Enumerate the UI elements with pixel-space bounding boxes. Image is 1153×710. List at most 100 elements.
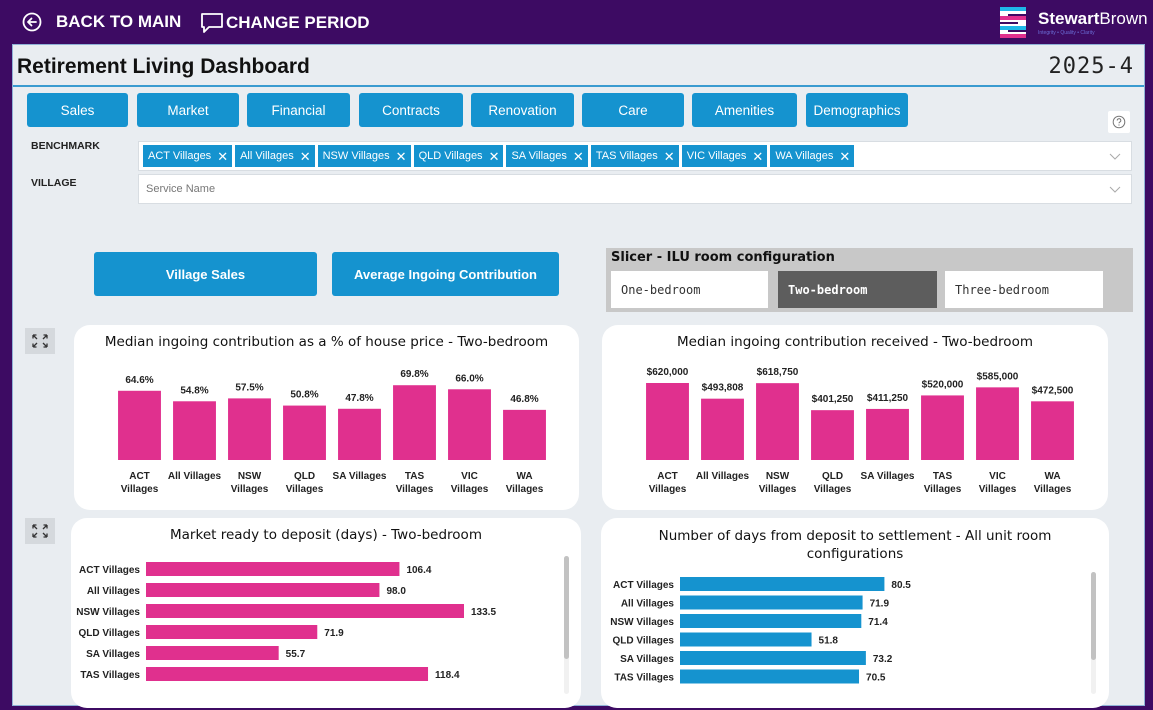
benchmark-chip[interactable]: NSW Villages ✕ (317, 145, 411, 167)
benchmark-label: BENCHMARK (31, 140, 100, 152)
category-label: ACT (657, 471, 678, 482)
data-label: 46.8% (510, 394, 538, 405)
data-label: 57.5% (235, 382, 263, 393)
bar[interactable] (146, 604, 464, 618)
category-label: Villages (506, 484, 544, 495)
bar[interactable] (680, 577, 885, 591)
chevron-down-icon[interactable] (1109, 183, 1121, 195)
data-label: 118.4 (435, 670, 460, 681)
category-label: Villages (451, 484, 489, 495)
nav-tab-care[interactable]: Care (582, 93, 684, 127)
remove-chip-icon[interactable]: ✕ (572, 148, 584, 164)
bar[interactable] (1031, 401, 1074, 460)
bar[interactable] (680, 632, 812, 647)
remove-chip-icon[interactable]: ✕ (299, 148, 311, 164)
bar[interactable] (146, 646, 279, 660)
data-label: 133.5 (471, 607, 496, 618)
bar[interactable] (173, 401, 216, 460)
benchmark-multiselect[interactable]: ACT Villages ✕ All Villages ✕ NSW Villages… (138, 141, 1132, 171)
benchmark-chip[interactable]: SA Villages ✕ (506, 145, 588, 167)
category-label: Villages (924, 484, 962, 495)
remove-chip-icon[interactable]: ✕ (217, 148, 229, 164)
data-label: 71.9 (324, 628, 344, 639)
bar[interactable] (756, 383, 799, 460)
benchmark-chip[interactable]: WA Villages ✕ (770, 145, 855, 167)
bar[interactable] (646, 383, 689, 460)
nav-tab-amenities[interactable]: Amenities (692, 93, 797, 127)
data-label: 70.5 (866, 673, 886, 684)
stewartbrown-logo: StewartBrown Integrity • Quality • Clari… (996, 4, 1148, 40)
village-sales-button[interactable]: Village Sales (94, 252, 317, 296)
bar[interactable] (118, 390, 161, 460)
scrollbar-thumb[interactable] (1091, 572, 1096, 660)
remove-chip-icon[interactable]: ✕ (395, 148, 407, 164)
bar[interactable] (866, 408, 909, 460)
average-ingoing-contribution-button[interactable]: Average Ingoing Contribution (332, 252, 559, 296)
remove-chip-icon[interactable]: ✕ (839, 148, 851, 164)
remove-chip-icon[interactable]: ✕ (488, 148, 500, 164)
data-label: 80.5 (891, 580, 911, 591)
benchmark-chip[interactable]: All Villages ✕ (235, 145, 315, 167)
category-label: VIC (461, 471, 478, 482)
back-to-main-button[interactable]: BACK TO MAIN (22, 12, 181, 32)
bar[interactable] (146, 667, 429, 681)
nav-tab-market[interactable]: Market (137, 93, 239, 127)
nav-tab-contracts[interactable]: Contracts (359, 93, 463, 127)
category-label: All Villages (87, 586, 141, 597)
expand-button[interactable] (25, 518, 55, 544)
bar[interactable] (228, 398, 271, 460)
category-label: SA Villages (333, 471, 387, 482)
slicer-option-one-bedroom[interactable]: One-bedroom (611, 271, 768, 308)
bar[interactable] (701, 398, 744, 460)
village-dropdown[interactable]: Service Name (138, 174, 1132, 204)
change-period-button[interactable]: CHANGE PERIOD (200, 12, 370, 34)
chip-label: ACT Villages (148, 150, 212, 162)
bar[interactable] (393, 385, 436, 460)
title-divider (13, 85, 1144, 87)
period-display: 2025-4 (1048, 54, 1134, 79)
remove-chip-icon[interactable]: ✕ (663, 148, 675, 164)
nav-tab-demographics[interactable]: Demographics (806, 93, 908, 127)
category-label: Villages (396, 484, 434, 495)
category-label: Villages (759, 484, 797, 495)
nav-tab-financial[interactable]: Financial (247, 93, 350, 127)
bar[interactable] (680, 669, 860, 684)
bar[interactable] (503, 409, 546, 460)
bar[interactable] (338, 408, 381, 460)
nav-tab-sales[interactable]: Sales (27, 93, 128, 127)
category-label: QLD Villages (78, 628, 140, 639)
column-chart-pct-house-price: 64.6% ACT Villages 54.8% All Villages 57.5% NS… (118, 369, 546, 495)
benchmark-chip[interactable]: ACT Villages ✕ (143, 145, 233, 167)
category-label: QLD Villages (612, 636, 674, 647)
bar[interactable] (283, 405, 326, 460)
expand-button[interactable] (25, 328, 55, 354)
chart-scrollbar[interactable] (1091, 572, 1096, 694)
bar[interactable] (921, 395, 964, 460)
bar[interactable] (680, 595, 863, 610)
data-label: $520,000 (922, 379, 964, 390)
help-button[interactable] (1108, 111, 1130, 133)
bar[interactable] (811, 410, 854, 460)
category-label: ACT (129, 471, 150, 482)
data-label: 71.4 (868, 617, 888, 628)
scrollbar-thumb[interactable] (564, 556, 569, 659)
bar[interactable] (448, 389, 491, 460)
benchmark-chip[interactable]: VIC Villages ✕ (681, 145, 768, 167)
slicer-option-two-bedroom[interactable]: Two-bedroom (778, 271, 937, 308)
page-title: Retirement Living Dashboard (17, 55, 310, 78)
back-to-main-label: BACK TO MAIN (56, 12, 182, 31)
bar[interactable] (680, 614, 862, 628)
bar[interactable] (146, 583, 380, 597)
remove-chip-icon[interactable]: ✕ (752, 148, 764, 164)
benchmark-chip[interactable]: TAS Villages ✕ (590, 145, 679, 167)
category-label: NSW (238, 471, 262, 482)
bar[interactable] (146, 562, 400, 576)
chevron-down-icon[interactable] (1109, 150, 1121, 162)
nav-tab-renovation[interactable]: Renovation (471, 93, 574, 127)
bar[interactable] (680, 651, 866, 665)
bar[interactable] (146, 625, 318, 639)
benchmark-chip[interactable]: QLD Villages ✕ (413, 145, 504, 167)
bar[interactable] (976, 387, 1019, 460)
slicer-option-three-bedroom[interactable]: Three-bedroom (945, 271, 1103, 308)
chart-scrollbar[interactable] (564, 556, 569, 694)
